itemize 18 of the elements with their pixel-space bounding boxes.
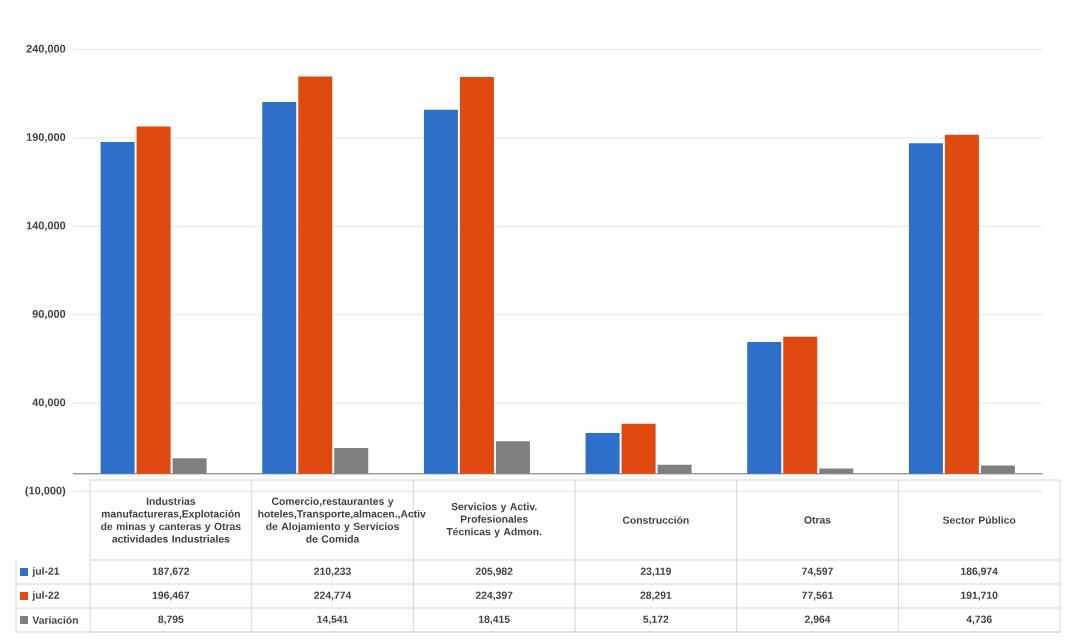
bar xyxy=(783,336,818,474)
bar xyxy=(334,448,369,474)
bar xyxy=(423,109,458,474)
bar xyxy=(747,341,782,474)
bar xyxy=(585,432,620,474)
bar xyxy=(980,465,1015,474)
bar xyxy=(819,468,854,474)
bar xyxy=(172,458,207,474)
bar xyxy=(908,143,943,474)
bar xyxy=(495,441,530,474)
bar xyxy=(657,464,692,474)
bar xyxy=(459,77,494,474)
bar xyxy=(298,76,333,474)
bar xyxy=(136,126,171,474)
bar xyxy=(944,134,979,474)
bar xyxy=(262,102,297,474)
bar xyxy=(621,423,656,474)
bar xyxy=(100,142,135,474)
